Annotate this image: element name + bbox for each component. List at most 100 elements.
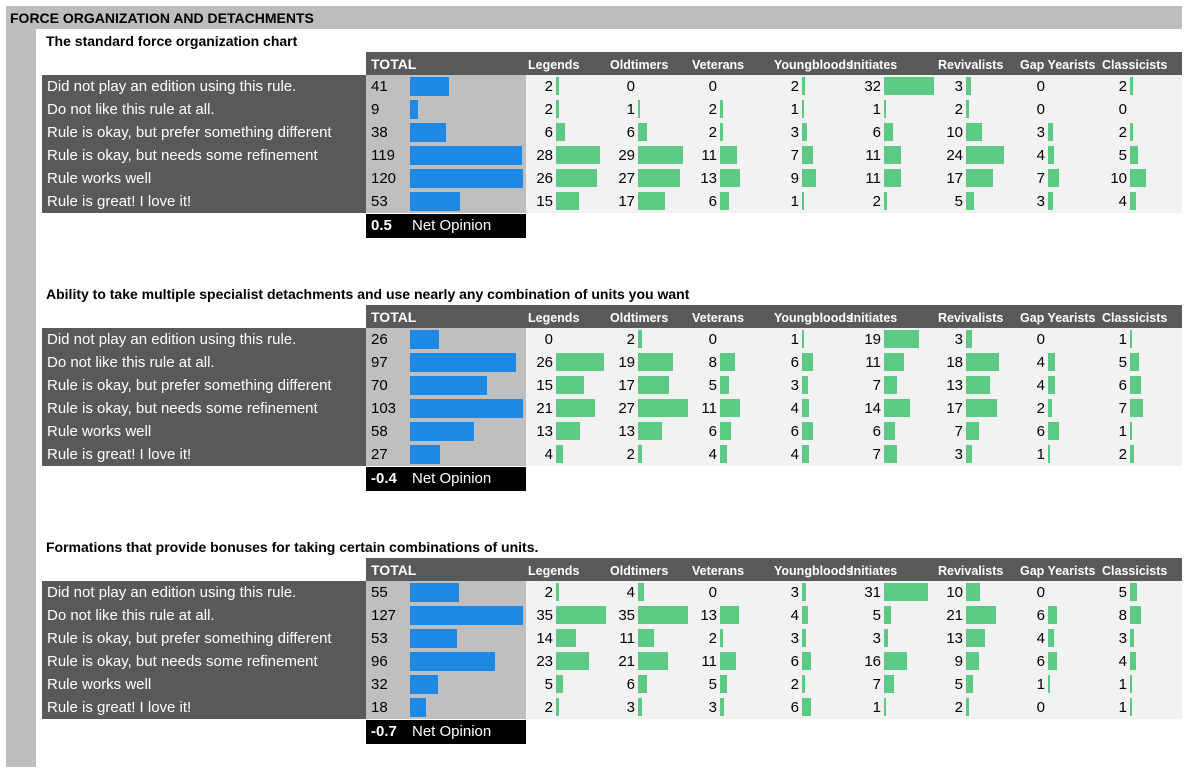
row-label: Rule is great! I love it!: [47, 699, 192, 716]
group-bar: [966, 422, 979, 440]
row-label: Rule works well: [47, 423, 152, 440]
total-bar: [410, 100, 418, 119]
group-bar: [884, 353, 904, 371]
row-label: Did not play an edition using this rule.: [47, 331, 297, 348]
group-header: Veterans: [692, 58, 745, 72]
label-panel: [42, 328, 366, 466]
row-label: Do not like this rule at all.: [47, 354, 215, 371]
group-value: 24: [946, 147, 963, 164]
group-bar: [1130, 399, 1143, 417]
group-value: 6: [872, 423, 881, 440]
group-value: 23: [536, 653, 553, 670]
group-value: 2: [790, 676, 799, 693]
total-value: 55: [371, 584, 388, 601]
group-bar: [556, 146, 600, 164]
group-value: 2: [708, 101, 717, 118]
group-value: 3: [872, 630, 881, 647]
total-bar: [410, 698, 426, 717]
group-header: Initiates: [850, 311, 898, 325]
group-bar: [802, 192, 804, 210]
group-value: 6: [626, 676, 635, 693]
group-bar: [884, 376, 897, 394]
group-value: 2: [626, 446, 635, 463]
total-value: 53: [371, 630, 388, 647]
group-header: Youngbloods: [774, 58, 853, 72]
total-value: 96: [371, 653, 388, 670]
group-bar: [1130, 376, 1141, 394]
group-header: Revivalists: [938, 58, 1004, 72]
group-value: 0: [1036, 331, 1045, 348]
group-bar: [556, 353, 604, 371]
group-bar: [638, 698, 642, 716]
group-bar: [556, 652, 589, 670]
total-value: 58: [371, 423, 388, 440]
group-bar: [966, 192, 974, 210]
total-value: 119: [371, 147, 395, 164]
group-value: 0: [1036, 101, 1045, 118]
group-bar: [966, 698, 969, 716]
group-bar: [1130, 583, 1137, 601]
group-header: Legends: [528, 58, 580, 72]
total-panel: [366, 75, 526, 213]
total-bar: [410, 123, 446, 142]
group-value: 6: [1036, 423, 1045, 440]
group-bar: [638, 399, 688, 417]
net-opinion-box: [366, 214, 526, 238]
total-value: 32: [371, 676, 388, 693]
total-bar: [410, 77, 449, 96]
header-bar: [366, 52, 1182, 75]
group-value: 6: [872, 124, 881, 141]
row-label: Rule is okay, but needs some refinement: [47, 653, 318, 670]
group-bar: [638, 583, 644, 601]
group-value: 35: [618, 607, 635, 624]
total-value: 27: [371, 446, 388, 463]
group-header: Revivalists: [938, 311, 1004, 325]
group-value: 2: [1036, 400, 1045, 417]
group-header: Classicists: [1102, 564, 1168, 578]
total-header: TOTAL: [371, 309, 417, 325]
survey-block: Formations that provide bonuses for taki…: [0, 539, 1189, 779]
group-bar: [720, 675, 727, 693]
group-value: 4: [1036, 147, 1045, 164]
row-label: Did not play an edition using this rule.: [47, 584, 297, 601]
group-bar: [556, 698, 559, 716]
group-bar: [1048, 169, 1059, 187]
group-bar: [1048, 146, 1054, 164]
group-bar: [638, 606, 688, 624]
group-value: 3: [626, 699, 635, 716]
group-value: 4: [1118, 653, 1127, 670]
group-bar: [802, 123, 807, 141]
group-value: 5: [544, 676, 553, 693]
group-value: 14: [864, 400, 881, 417]
group-bar: [802, 422, 813, 440]
group-value: 3: [708, 699, 717, 716]
group-value: 13: [946, 377, 963, 394]
group-value: 6: [790, 653, 799, 670]
group-value: 13: [618, 423, 635, 440]
group-value: 3: [790, 584, 799, 601]
net-opinion-box: [366, 467, 526, 491]
group-value: 0: [544, 331, 553, 348]
group-value: 5: [954, 676, 963, 693]
group-value: 0: [1036, 584, 1045, 601]
group-value: 11: [701, 147, 717, 164]
group-bar: [556, 123, 565, 141]
group-value: 17: [946, 400, 963, 417]
group-value: 7: [790, 147, 799, 164]
group-value: 13: [700, 170, 717, 187]
group-value: 31: [864, 584, 881, 601]
group-bar: [802, 376, 808, 394]
group-value: 4: [708, 446, 717, 463]
group-value: 4: [1036, 354, 1045, 371]
row-label: Rule is okay, but needs some refinement: [47, 400, 318, 417]
group-value: 16: [864, 653, 881, 670]
group-value: 1: [1118, 699, 1127, 716]
total-value: 18: [371, 699, 388, 716]
group-bar: [802, 399, 809, 417]
group-value: 0: [1036, 699, 1045, 716]
group-header: Gap Yearists: [1020, 311, 1096, 325]
group-bar: [884, 583, 928, 601]
total-bar: [410, 192, 460, 211]
group-value: 27: [618, 170, 635, 187]
group-value: 2: [1118, 124, 1127, 141]
